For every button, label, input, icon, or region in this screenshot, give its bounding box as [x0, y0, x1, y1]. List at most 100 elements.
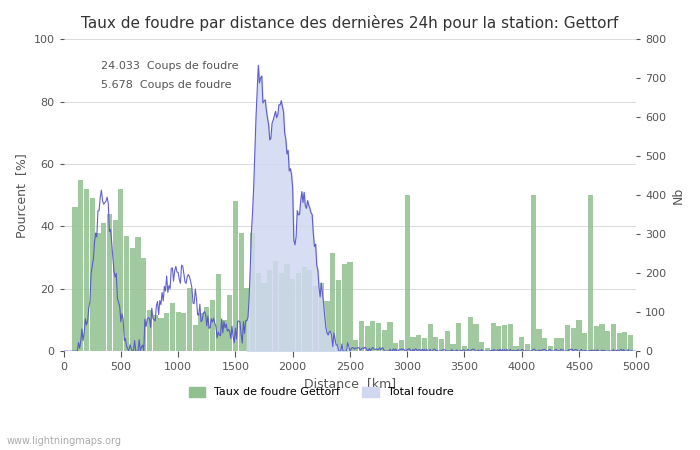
Bar: [542, 338, 547, 351]
Bar: [576, 320, 582, 351]
Bar: [479, 342, 484, 351]
Bar: [296, 273, 301, 351]
Bar: [582, 333, 587, 351]
Bar: [496, 326, 501, 351]
Bar: [428, 324, 433, 351]
Bar: [84, 189, 89, 351]
Bar: [450, 344, 456, 351]
Bar: [531, 195, 536, 351]
Bar: [118, 189, 123, 351]
Bar: [330, 253, 335, 351]
Bar: [456, 323, 461, 351]
Bar: [78, 180, 83, 351]
Bar: [565, 325, 570, 351]
Bar: [365, 326, 370, 351]
Bar: [548, 346, 553, 351]
Bar: [628, 335, 633, 351]
Bar: [130, 248, 135, 351]
Bar: [336, 280, 341, 351]
Legend: Taux de foudre Gettorf, Total foudre: Taux de foudre Gettorf, Total foudre: [184, 382, 458, 402]
Bar: [284, 264, 290, 351]
Bar: [342, 264, 346, 351]
Bar: [267, 270, 272, 351]
Bar: [187, 288, 192, 351]
Bar: [513, 346, 519, 351]
Bar: [485, 348, 490, 351]
Bar: [622, 332, 627, 351]
Bar: [181, 313, 186, 351]
Bar: [90, 198, 95, 351]
Bar: [508, 324, 513, 351]
Bar: [307, 270, 312, 351]
Y-axis label: Pourcent  [%]: Pourcent [%]: [15, 153, 28, 238]
Bar: [376, 323, 382, 351]
Bar: [256, 273, 261, 351]
Bar: [199, 313, 204, 351]
Text: www.lightningmaps.org: www.lightningmaps.org: [7, 436, 122, 446]
Bar: [405, 195, 409, 351]
Bar: [611, 324, 616, 351]
Bar: [113, 220, 118, 351]
Bar: [221, 320, 227, 351]
Bar: [588, 195, 593, 351]
Bar: [216, 274, 220, 351]
Bar: [491, 323, 496, 351]
Bar: [347, 262, 353, 351]
Bar: [193, 325, 198, 351]
Bar: [158, 318, 164, 351]
Bar: [227, 296, 232, 351]
Bar: [244, 288, 249, 351]
Bar: [273, 261, 278, 351]
Bar: [73, 207, 78, 351]
Bar: [525, 344, 530, 351]
Bar: [536, 328, 542, 351]
Bar: [279, 273, 284, 351]
Bar: [147, 310, 152, 351]
Bar: [554, 338, 559, 351]
Bar: [124, 236, 130, 351]
Bar: [594, 326, 598, 351]
Bar: [164, 314, 169, 351]
Bar: [444, 331, 450, 351]
Bar: [473, 324, 479, 351]
Bar: [422, 338, 427, 351]
Bar: [136, 237, 141, 351]
Bar: [353, 340, 358, 351]
Bar: [170, 303, 175, 351]
Bar: [239, 233, 244, 351]
Bar: [370, 321, 375, 351]
Text: 24.033  Coups de foudre: 24.033 Coups de foudre: [101, 61, 238, 71]
Bar: [318, 283, 324, 351]
Bar: [433, 337, 438, 351]
Bar: [290, 279, 295, 351]
Bar: [302, 267, 307, 351]
Bar: [204, 307, 209, 351]
Bar: [233, 202, 238, 351]
Bar: [387, 322, 393, 351]
Bar: [393, 343, 398, 351]
Bar: [468, 317, 472, 351]
Bar: [210, 300, 215, 351]
Y-axis label: Nb: Nb: [672, 186, 685, 204]
Bar: [617, 333, 622, 351]
Bar: [559, 338, 564, 351]
Bar: [262, 283, 267, 351]
Bar: [605, 331, 610, 351]
Bar: [313, 286, 319, 351]
Bar: [502, 325, 507, 351]
Bar: [107, 214, 112, 351]
Bar: [250, 233, 255, 351]
Bar: [570, 328, 576, 351]
Bar: [599, 324, 605, 351]
Bar: [101, 223, 106, 351]
X-axis label: Distance  [km]: Distance [km]: [304, 377, 396, 390]
Bar: [95, 233, 101, 351]
Bar: [416, 335, 421, 351]
Title: Taux de foudre par distance des dernières 24h pour la station: Gettorf: Taux de foudre par distance des dernière…: [81, 15, 619, 31]
Bar: [382, 330, 387, 351]
Bar: [359, 321, 364, 351]
Bar: [141, 258, 146, 351]
Bar: [519, 337, 524, 351]
Text: 5.678  Coups de foudre: 5.678 Coups de foudre: [101, 80, 231, 90]
Bar: [399, 340, 404, 351]
